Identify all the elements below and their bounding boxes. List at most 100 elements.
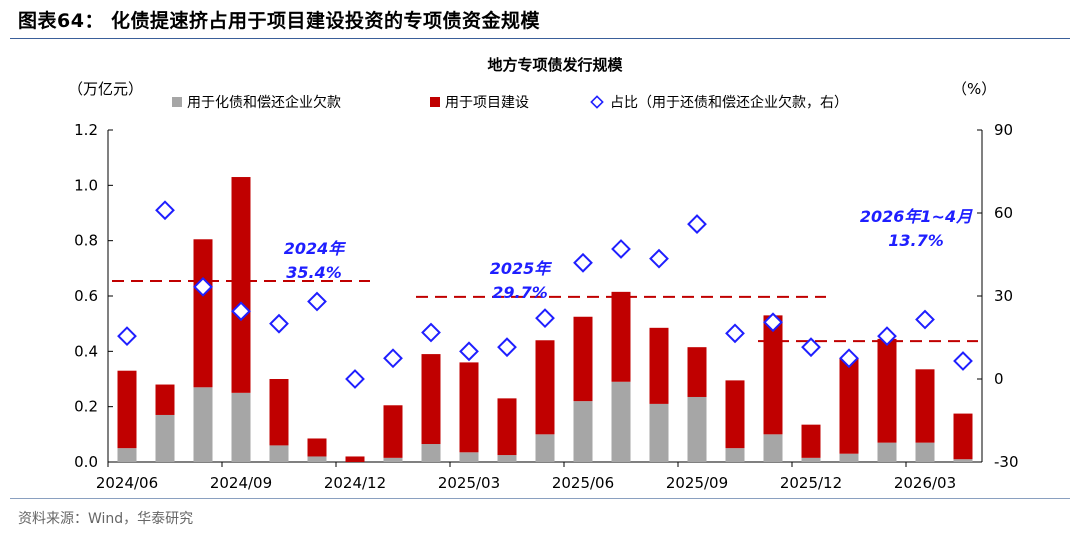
bar-project	[915, 369, 935, 443]
bar-debt	[231, 392, 251, 462]
annotation-period: 2024年	[284, 239, 347, 258]
share-marker	[497, 337, 517, 358]
legend-diamond-marker	[590, 95, 604, 109]
right-axis-unit: （%）	[952, 80, 996, 98]
bar-project	[953, 413, 973, 460]
share-markers	[117, 200, 973, 389]
bar-project	[687, 347, 707, 397]
bar-project	[345, 456, 365, 462]
right-tick-label: -30	[994, 453, 1019, 471]
share-marker	[725, 323, 745, 344]
bar-debt	[801, 457, 821, 462]
share-marker	[915, 309, 935, 330]
bar-debt	[497, 455, 517, 462]
bar-debt	[839, 453, 859, 462]
share-marker	[421, 322, 441, 343]
x-tick-label: 2025/09	[666, 474, 728, 492]
bar-project	[573, 316, 593, 402]
bar-debt	[269, 445, 289, 462]
left-tick-label: 0.2	[74, 398, 98, 416]
share-marker	[535, 308, 555, 329]
bar-debt	[725, 448, 745, 462]
annotation-period: 2026年1~4月	[860, 207, 973, 226]
bar-debt	[307, 456, 327, 462]
bar-project	[117, 370, 137, 449]
share-marker	[269, 313, 289, 334]
bar-debt	[573, 401, 593, 462]
right-tick-label: 90	[994, 121, 1013, 139]
bar-project	[383, 405, 403, 458]
legend-swatch-gray	[172, 97, 182, 107]
bar-project	[801, 424, 821, 458]
right-tick-label: 60	[994, 204, 1013, 222]
bar-debt	[117, 448, 137, 462]
title-rule	[10, 38, 1070, 39]
annotation-value: 35.4%	[286, 263, 342, 282]
bar-project	[497, 398, 517, 456]
share-marker	[231, 301, 251, 322]
share-marker	[117, 326, 137, 347]
bar-project	[877, 338, 897, 443]
bar-project	[421, 354, 441, 445]
bar-project	[155, 384, 175, 415]
left-tick-label: 0.0	[74, 453, 98, 471]
figure-title: 图表64： 化债提速挤占用于项目建设投资的专项债资金规模	[18, 10, 541, 32]
bar-debt	[383, 457, 403, 462]
bar-project	[193, 239, 213, 388]
left-tick-label: 0.4	[74, 342, 98, 360]
x-tick-label: 2024/09	[210, 474, 272, 492]
source-note: 资料来源：Wind，华泰研究	[18, 511, 194, 527]
bar-debt	[877, 442, 897, 462]
legend-label-project: 用于项目建设	[445, 95, 529, 111]
share-marker	[611, 239, 631, 259]
left-tick-label: 0.6	[74, 287, 98, 305]
bar-debt	[421, 444, 441, 462]
annotation-value: 29.7%	[492, 283, 548, 302]
bar-project	[839, 358, 859, 454]
share-marker	[839, 348, 859, 369]
reference-lines	[112, 280, 978, 343]
share-marker	[953, 351, 973, 371]
annotation-value: 13.7%	[888, 231, 944, 250]
share-marker	[687, 214, 707, 234]
legend-swatch-red	[430, 97, 440, 107]
bar-project	[459, 362, 479, 453]
share-marker	[345, 369, 365, 389]
bar-debt	[611, 381, 631, 462]
share-marker	[877, 326, 897, 347]
annotations: 2024年 35.4% 2025年 29.7% 2026年1~4月 13.7%	[284, 207, 973, 302]
left-tick-label: 0.8	[74, 232, 98, 250]
left-tick-label: 1.0	[74, 176, 98, 194]
bar-debt	[535, 434, 555, 462]
bar-project	[231, 177, 251, 393]
legend: 用于化债和偿还企业欠款 用于项目建设 占比（用于还债和偿还企业欠款，右）	[172, 94, 848, 111]
x-tick-label: 2025/12	[780, 474, 842, 492]
left-tick-label: 1.2	[74, 121, 98, 139]
bar-debt	[459, 452, 479, 462]
x-tick-label: 2026/03	[894, 474, 956, 492]
bar-project	[269, 379, 289, 446]
bar-debt	[915, 442, 935, 462]
bar-debt	[155, 414, 175, 462]
x-tick-label: 2025/06	[552, 474, 614, 492]
share-marker	[193, 276, 213, 297]
bars	[117, 177, 973, 462]
x-tick-label: 2024/06	[96, 474, 158, 492]
bar-project	[611, 291, 631, 382]
x-tick-label: 2024/12	[324, 474, 386, 492]
share-marker	[801, 337, 821, 358]
share-marker	[307, 291, 327, 312]
bar-debt	[953, 459, 973, 462]
share-marker	[155, 200, 175, 221]
left-axis-unit: （万亿元）	[68, 80, 143, 98]
legend-label-share: 占比（用于还债和偿还企业欠款，右）	[610, 94, 848, 111]
bar-project	[725, 380, 745, 449]
share-marker	[649, 248, 669, 269]
share-marker	[763, 312, 783, 333]
bar-debt	[193, 387, 213, 462]
bar-project	[763, 315, 783, 435]
right-tick-label: 30	[994, 287, 1013, 305]
right-tick-label: 0	[994, 370, 1004, 388]
share-marker	[459, 341, 479, 362]
